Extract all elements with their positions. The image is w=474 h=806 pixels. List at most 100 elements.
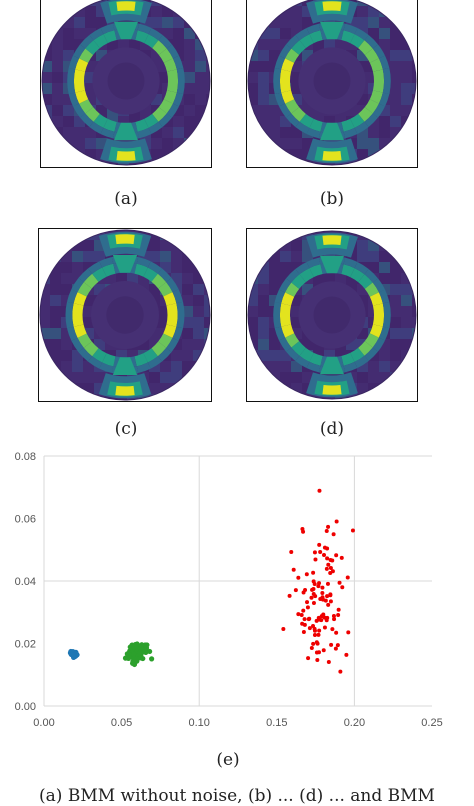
- scatter-point: [334, 553, 339, 558]
- x-tick-label: 0.15: [266, 717, 287, 729]
- scatter-point: [70, 652, 76, 658]
- scatter-point: [328, 599, 333, 604]
- scatter-point: [302, 622, 307, 627]
- scatter-point: [315, 641, 320, 646]
- scatter-point: [334, 519, 339, 524]
- scatter-caption: (e): [216, 750, 240, 770]
- scatter-point: [337, 580, 342, 585]
- scatter-point: [309, 595, 314, 600]
- figure-caption: (a) BMM without noise, (b) ... (d) ... a…: [39, 786, 435, 806]
- scatter-point: [291, 567, 296, 572]
- scatter-point: [316, 584, 321, 589]
- scatter-point: [314, 650, 319, 655]
- heatmap-a-svg: [41, 0, 211, 166]
- scatter-point: [338, 669, 343, 674]
- x-tick-label: 0.10: [188, 717, 209, 729]
- scatter-point: [312, 632, 317, 637]
- heatmap-b-svg: [247, 0, 417, 166]
- panel-b-caption: (b): [319, 189, 345, 209]
- x-tick-label: 0.25: [421, 717, 442, 729]
- scatter-point: [329, 642, 334, 647]
- scatter-point: [325, 556, 330, 561]
- scatter-point: [313, 557, 318, 562]
- x-tick-label: 0.20: [344, 717, 365, 729]
- scatter-point: [328, 566, 333, 571]
- scatter-point: [305, 600, 310, 605]
- scatter-point: [296, 575, 301, 580]
- scatter-point: [317, 581, 322, 586]
- scatter-point: [311, 570, 316, 575]
- scatter-point: [326, 562, 331, 567]
- scatter-point: [345, 575, 350, 580]
- scatter-point: [321, 612, 326, 617]
- scatter-point: [334, 630, 339, 635]
- scatter-point: [137, 649, 143, 655]
- scatter-point: [326, 524, 331, 529]
- scatter-point: [315, 658, 320, 663]
- scatter-point: [149, 656, 155, 662]
- scatter-point: [312, 550, 317, 555]
- y-tick-label: 0.00: [15, 701, 36, 713]
- scatter-point: [301, 529, 306, 534]
- scatter-point: [287, 593, 292, 598]
- scatter-point: [330, 558, 335, 563]
- scatter-point: [306, 656, 311, 661]
- scatter-point: [143, 649, 149, 655]
- scatter-point: [126, 652, 133, 658]
- heatmap-panel-b: [246, 0, 418, 168]
- scatter-point: [320, 595, 325, 600]
- heatmap-panel-d: [246, 228, 418, 402]
- heatmap-disc: [42, 0, 210, 165]
- scatter-point: [318, 549, 323, 554]
- scatter-point: [317, 617, 322, 622]
- scatter-point: [296, 612, 301, 617]
- scatter-point: [328, 571, 333, 576]
- scatter-point: [323, 598, 328, 603]
- scatter-point: [344, 652, 349, 657]
- heatmap-disc: [248, 0, 416, 165]
- scatter-point: [307, 616, 312, 621]
- scatter-point: [326, 659, 331, 664]
- y-tick-label: 0.06: [15, 514, 36, 526]
- scatter-point: [335, 643, 340, 648]
- scatter-point: [131, 651, 137, 657]
- scatter-point: [311, 591, 316, 596]
- panel-a-caption: (a): [114, 189, 138, 209]
- scatter-point: [307, 626, 312, 631]
- scatter-point: [324, 529, 329, 534]
- scatter-point: [311, 579, 316, 584]
- scatter-point: [310, 587, 315, 592]
- y-tick-label: 0.02: [15, 639, 36, 651]
- scatter-point: [333, 646, 338, 651]
- scatter-point: [309, 646, 314, 651]
- scatter-point: [320, 585, 325, 590]
- scatter-point: [281, 626, 286, 631]
- heatmap-d-svg: [247, 230, 417, 400]
- scatter-svg: 0.00 0.05 0.10 0.15 0.20 0.25 0.00 0.02 0.04 0.06…: [15, 451, 443, 729]
- scatter-point: [316, 632, 321, 637]
- scatter-point: [350, 528, 355, 533]
- scatter-point: [332, 617, 337, 622]
- scatter-point: [325, 546, 330, 551]
- scatter-point: [317, 488, 322, 493]
- y-tick-label: 0.04: [15, 576, 36, 588]
- scatter-point: [321, 553, 326, 558]
- panel-c-caption: (c): [114, 419, 138, 439]
- scatter-point: [317, 628, 322, 633]
- scatter-point: [325, 594, 330, 599]
- scatter-point: [326, 602, 331, 607]
- scatter-point: [299, 613, 304, 618]
- scatter-point: [339, 555, 344, 560]
- heatmap-panel-c: [38, 228, 212, 402]
- scatter-point: [320, 590, 325, 595]
- scatter-point: [346, 630, 351, 635]
- scatter-point: [317, 542, 322, 547]
- scatter-point: [324, 566, 329, 571]
- scatter-point: [137, 655, 143, 661]
- scatter-point: [340, 585, 345, 590]
- scatter-point: [311, 641, 316, 646]
- heatmap-disc: [248, 231, 416, 399]
- scatter-point: [325, 581, 330, 586]
- scatter-plot: 0.00 0.05 0.10 0.15 0.20 0.25 0.00 0.02 0.04 0.06…: [0, 448, 474, 748]
- scatter-point: [293, 588, 298, 593]
